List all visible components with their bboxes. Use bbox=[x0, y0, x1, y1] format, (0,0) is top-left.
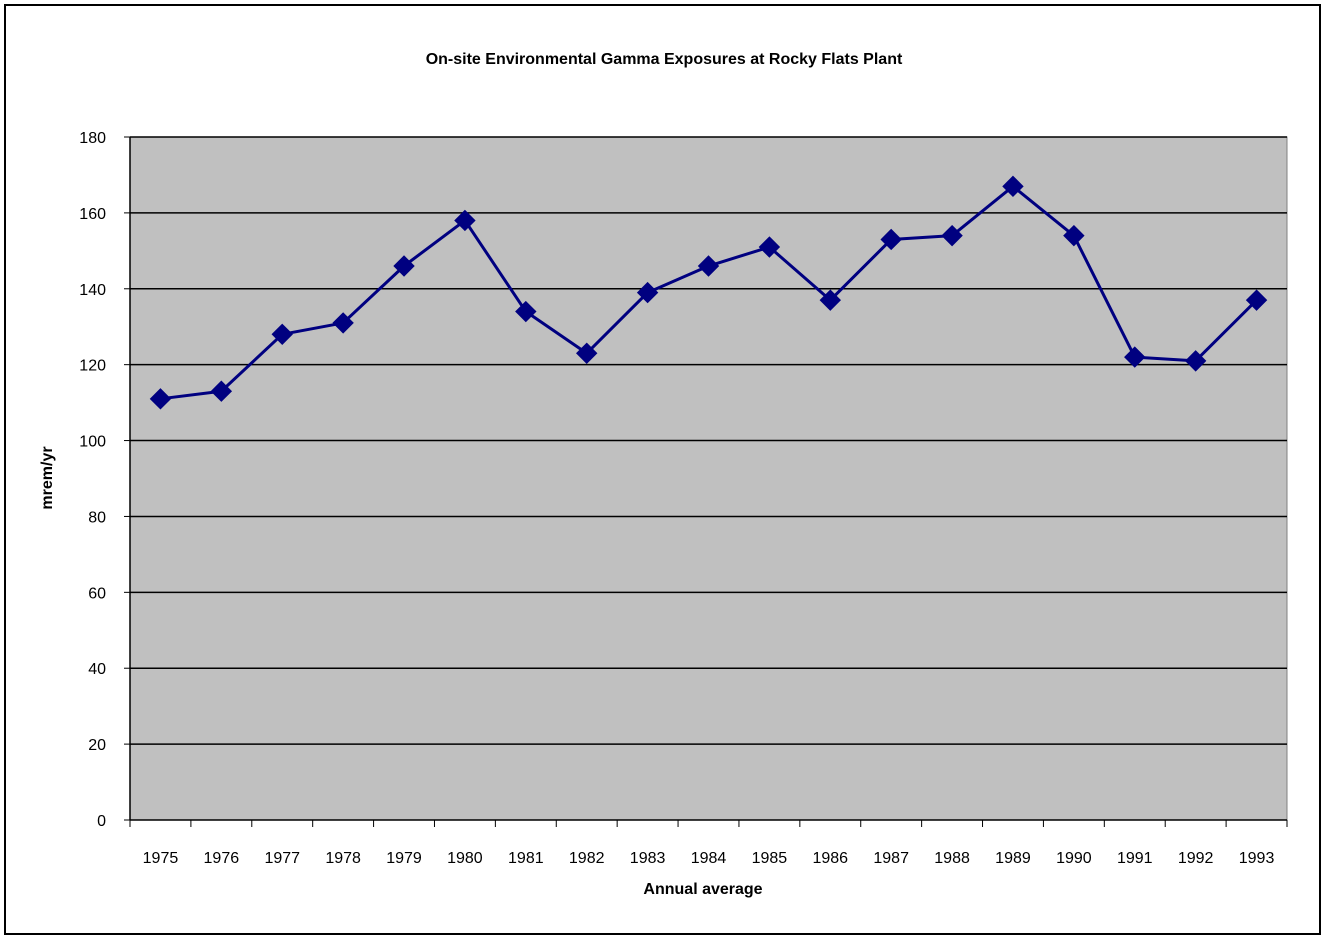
data-point bbox=[1124, 346, 1146, 368]
data-point bbox=[515, 300, 537, 323]
y-tick-label: 160 bbox=[79, 206, 106, 223]
data-point bbox=[880, 228, 902, 251]
x-tick-label: 1991 bbox=[1117, 850, 1153, 867]
line-chart: On-site Environmental Gamma Exposures at… bbox=[39, 51, 1288, 898]
data-point bbox=[576, 342, 598, 364]
y-tick-label: 60 bbox=[88, 585, 106, 602]
y-tick-label: 80 bbox=[88, 509, 106, 526]
y-tick-label: 180 bbox=[79, 130, 106, 147]
data-point bbox=[819, 289, 841, 311]
y-tick-labels: 0 20 40 60 80 100 120 140 160 180 bbox=[79, 130, 106, 830]
chart-title: On-site Environmental Gamma Exposures at… bbox=[426, 51, 903, 68]
x-tick-label: 1989 bbox=[995, 850, 1031, 867]
x-axis-title: Annual average bbox=[643, 881, 762, 898]
x-tick-label: 1981 bbox=[508, 850, 544, 867]
data-point bbox=[454, 209, 476, 232]
data-point bbox=[758, 236, 781, 258]
x-tick-label: 1982 bbox=[569, 850, 605, 867]
x-tick-label: 1988 bbox=[934, 850, 970, 867]
data-point bbox=[636, 281, 659, 304]
x-tick-label: 1983 bbox=[630, 850, 666, 867]
x-tick-label: 1976 bbox=[204, 850, 240, 867]
x-tick-label: 1975 bbox=[143, 850, 179, 867]
gridlines bbox=[130, 136, 1287, 745]
x-tick-label: 1993 bbox=[1239, 850, 1275, 867]
plot-area bbox=[129, 136, 1288, 821]
x-tick-label: 1978 bbox=[325, 850, 361, 867]
y-tick-label: 40 bbox=[88, 661, 106, 678]
data-point bbox=[1002, 175, 1024, 198]
data-point bbox=[1063, 224, 1085, 247]
data-point bbox=[1245, 289, 1268, 311]
axes bbox=[124, 136, 1288, 827]
data-point bbox=[210, 380, 233, 402]
data-point bbox=[697, 255, 720, 277]
x-tick-label: 1990 bbox=[1056, 850, 1092, 867]
series-layer bbox=[149, 175, 1268, 410]
x-tick-label: 1987 bbox=[873, 850, 909, 867]
x-tick-label: 1992 bbox=[1178, 850, 1214, 867]
x-tick-label: 1986 bbox=[812, 850, 848, 867]
x-tick-label: 1979 bbox=[386, 850, 422, 867]
x-tick-label: 1985 bbox=[752, 850, 788, 867]
data-point bbox=[393, 255, 415, 277]
y-axis-title: mrem/yr bbox=[39, 446, 56, 509]
x-tick-label: 1980 bbox=[447, 850, 483, 867]
x-tick-label: 1984 bbox=[691, 850, 727, 867]
y-tick-label: 20 bbox=[88, 737, 106, 754]
data-point bbox=[149, 388, 172, 410]
chart-frame: On-site Environmental Gamma Exposures at… bbox=[4, 4, 1321, 935]
y-tick-label: 120 bbox=[79, 358, 106, 375]
data-point bbox=[1184, 350, 1207, 372]
data-point bbox=[941, 224, 963, 247]
y-tick-label: 0 bbox=[97, 813, 106, 830]
y-tick-label: 100 bbox=[79, 434, 106, 451]
x-tick-labels: 1975 1976 1977 1978 1979 1980 1981 1982 1983 1984… bbox=[143, 850, 1275, 867]
data-point bbox=[332, 312, 354, 334]
x-tick-label: 1977 bbox=[264, 850, 300, 867]
data-point bbox=[271, 323, 293, 346]
y-tick-label: 140 bbox=[79, 282, 106, 299]
